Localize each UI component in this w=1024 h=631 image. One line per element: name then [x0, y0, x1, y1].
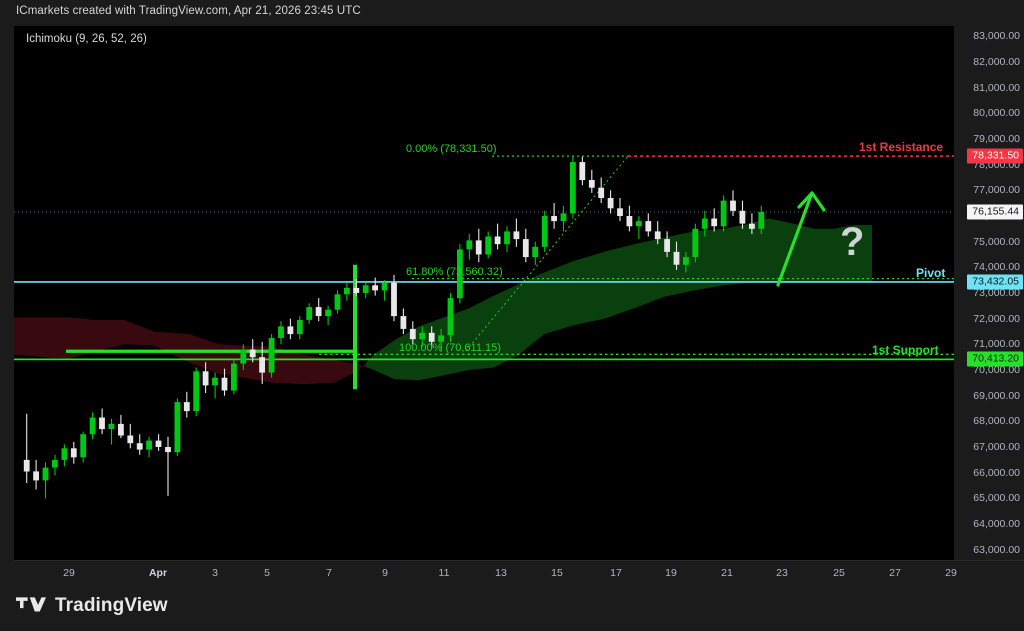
time-tick: 29: [945, 567, 957, 579]
chart-pane[interactable]: 0.00% (78,331.50) 61.80% (73,560.32) 100.0…: [14, 26, 1024, 586]
tradingview-logo-icon: [16, 596, 46, 611]
price-pill-pivot[interactable]: 73,432.05: [967, 274, 1023, 290]
price-tick: 82,000.00: [973, 55, 1020, 68]
time-tick: 15: [551, 567, 563, 579]
resistance-label: 1st Resistance: [859, 140, 944, 155]
price-tick: 73,000.00: [973, 287, 1020, 299]
price-tick: 64,000.00: [973, 518, 1020, 531]
price-tick: 65,000.00: [973, 492, 1020, 505]
price-tick: 70,000.00: [973, 364, 1020, 377]
time-tick: 7: [326, 567, 332, 579]
price-tick: 74,000.00: [973, 261, 1020, 274]
time-tick: 5: [264, 567, 270, 579]
time-tick: 19: [665, 567, 677, 579]
fib-label-100: 100.00% (70,611.15): [399, 342, 501, 355]
time-tick: 23: [776, 567, 788, 579]
time-tick: 25: [833, 567, 845, 579]
price-tick: 68,000.00: [973, 415, 1020, 428]
price-tick: 72,000.00: [973, 312, 1020, 325]
price-scale[interactable]: 83,000.00 82,000.00 81,000.00 80,000.00 79,0…: [954, 26, 1024, 586]
chart-plot-area[interactable]: 0.00% (78,331.50) 61.80% (73,560.32) 100.0…: [14, 26, 954, 560]
chart-canvas: [14, 155, 954, 499]
time-tick: 29: [63, 567, 75, 579]
price-tick: 67,000.00: [973, 441, 1020, 454]
price-pill-support[interactable]: 70,413.20: [967, 351, 1023, 367]
time-tick: 17: [610, 567, 622, 579]
price-tick: 79,000.00: [973, 132, 1020, 145]
price-tick: 83,000.00: [973, 30, 1020, 43]
chart-credit-text: ICmarkets created with TradingView.com, …: [16, 5, 361, 17]
price-tick: 77,000.00: [973, 184, 1020, 197]
footer-bar: TradingView: [0, 586, 1024, 631]
fib-label-618: 61.80% (73,560.32): [406, 265, 503, 278]
price-tick: 69,000.00: [973, 389, 1020, 402]
price-tick: 66,000.00: [973, 466, 1020, 479]
question-mark-annotation: ?: [840, 220, 865, 264]
time-tick: 3: [212, 567, 218, 579]
time-scale[interactable]: 29 Apr 3 5 7 9 11 13 15 17 19 21 23 25 27 29: [14, 560, 1024, 586]
time-tick: Apr: [148, 567, 168, 579]
price-tick: 75,000.00: [973, 235, 1020, 248]
price-tick: 63,000.00: [973, 543, 1020, 556]
support-label: 1st Support: [872, 343, 939, 358]
time-tick: 27: [889, 567, 901, 579]
time-tick: 11: [438, 567, 450, 579]
time-tick: 9: [382, 567, 388, 579]
indicator-legend[interactable]: Ichimoku (9, 26, 52, 26): [26, 33, 147, 45]
price-tick: 71,000.00: [973, 338, 1020, 351]
time-tick: 21: [721, 567, 733, 579]
time-tick: 13: [495, 567, 507, 579]
tradingview-logo[interactable]: TradingView: [16, 595, 168, 617]
tradingview-logo-text: TradingView: [55, 595, 168, 616]
price-pill-last[interactable]: 76,155.44: [967, 204, 1023, 220]
pivot-label: Pivot: [916, 265, 946, 280]
price-pill-resistance[interactable]: 78,331.50: [967, 148, 1023, 164]
price-tick: 81,000.00: [973, 81, 1020, 94]
top-watermark-bar: ICmarkets created with TradingView.com, …: [0, 0, 1024, 26]
price-tick: 80,000.00: [973, 107, 1020, 120]
fib-label-0: 0.00% (78,331.50): [406, 143, 497, 156]
